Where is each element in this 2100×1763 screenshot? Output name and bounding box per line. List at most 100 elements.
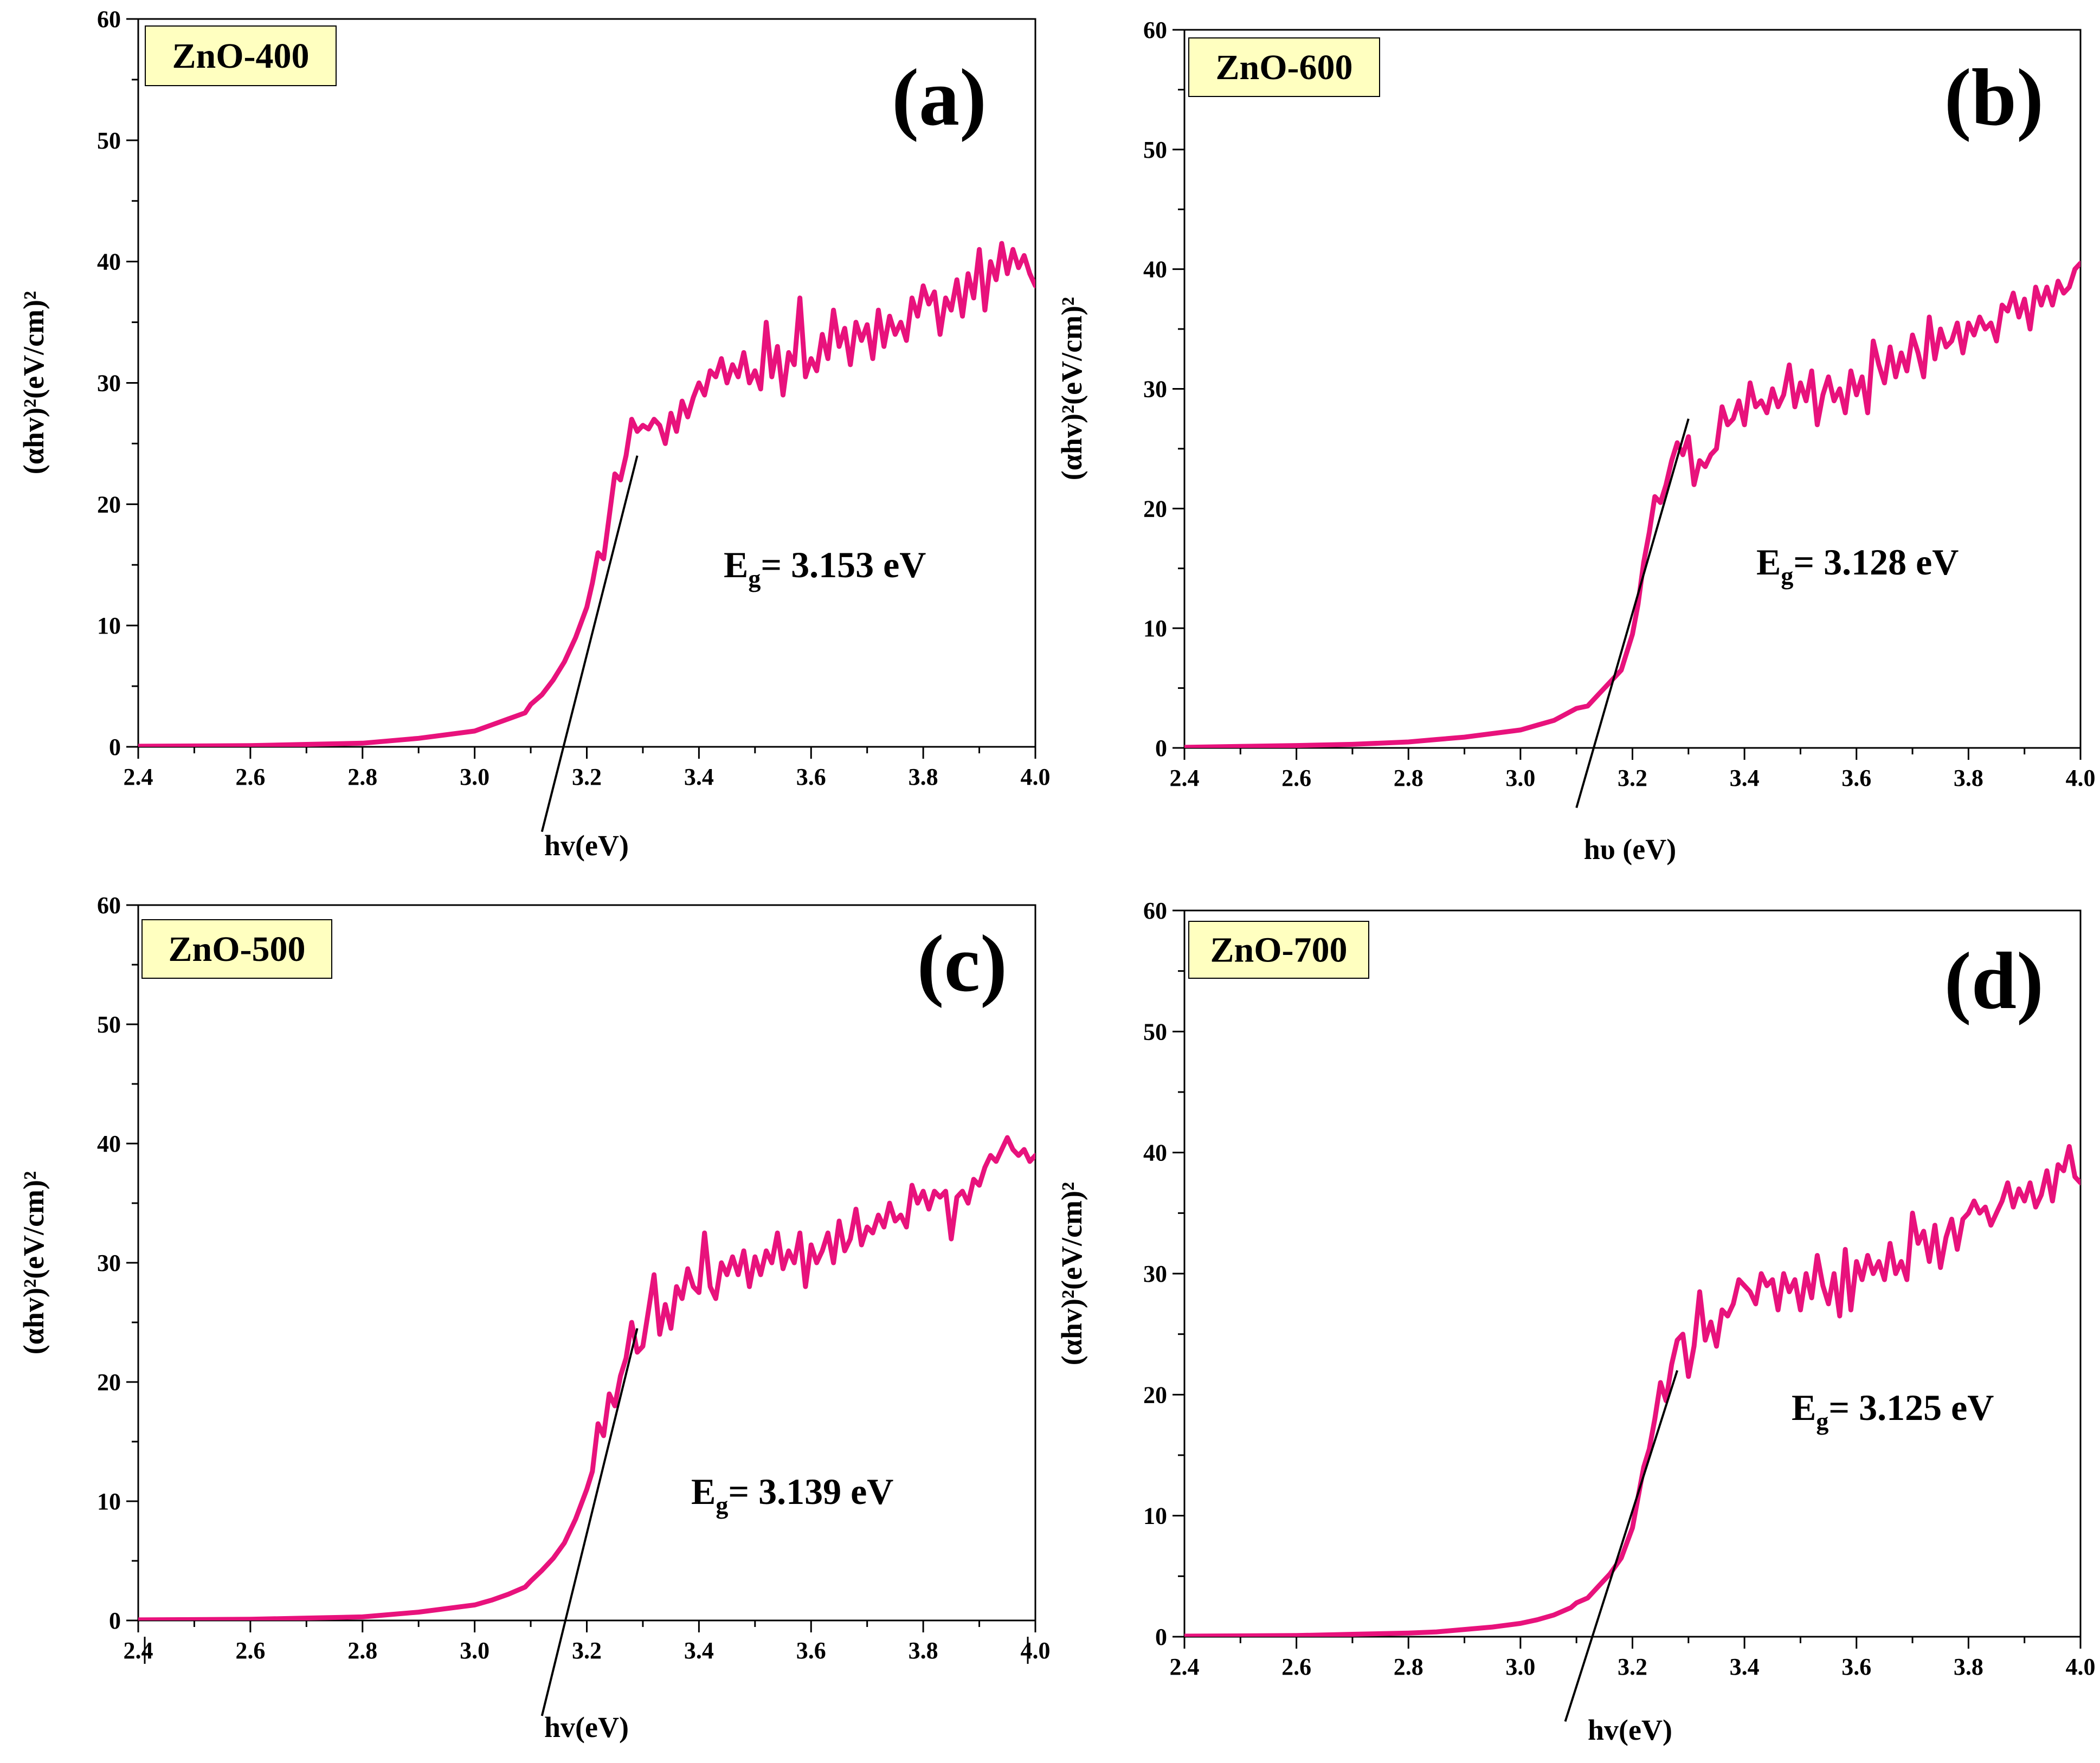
- x-tick-label: 3.6: [1841, 765, 1871, 791]
- y-tick-label: 20: [1143, 1381, 1167, 1408]
- y-tick-label: 60: [97, 892, 121, 919]
- x-tick-label: 2.8: [347, 764, 377, 790]
- x-tick-label: 3.0: [1505, 765, 1535, 791]
- chart-panel-3: 2.4 2.6 2.8 3.0 3.2 3.4 3.6 3.8 4.0 0 10 20 30 40 50 60…: [17, 892, 1051, 1743]
- sample-label-box: [141, 919, 332, 979]
- chart-panel-2: 2.4 2.6 2.8 3.0 3.2 3.4 3.6 3.8 4.0 0 10 20 30 40 50 60…: [1055, 17, 2096, 866]
- y-axis-label: (αhv)²(eV/cm)²: [1055, 1182, 1088, 1365]
- band-gap-subscript: g: [1781, 562, 1793, 590]
- x-tick-label: 3.0: [1505, 1654, 1535, 1680]
- data-series-line: [138, 241, 1035, 747]
- x-tick-label: 2.4: [1170, 1654, 1200, 1680]
- y-tick-label: 0: [109, 734, 121, 760]
- x-tick-label: 4.0: [1021, 1637, 1051, 1664]
- tangent-line: [540, 1328, 639, 1716]
- x-tick-label: 3.8: [909, 764, 938, 790]
- x-tick-label: 3.2: [1618, 765, 1647, 791]
- band-gap-value: = 3.125 eV: [1828, 1387, 1994, 1428]
- y-tick-label: 10: [97, 612, 121, 639]
- sample-label-box: [145, 25, 337, 86]
- y-tick-label: 20: [1143, 495, 1167, 522]
- y-tick-label: 50: [97, 1011, 121, 1038]
- y-tick-label: 20: [97, 491, 121, 518]
- band-gap-value: = 3.128 eV: [1793, 541, 1959, 583]
- y-tick-label: 50: [1143, 137, 1167, 163]
- x-tick-label: 3.8: [1954, 1654, 1983, 1680]
- plot-frame: [137, 904, 1036, 1622]
- band-gap-annotation: Eg= 3.153 eV: [724, 544, 926, 592]
- sample-label: ZnO-400: [172, 36, 309, 76]
- chart-panel-1: 2.4 2.6 2.8 3.0 3.2 3.4 3.6 3.8 4.0 0 10 20 30 40 50 60…: [17, 6, 1051, 862]
- x-tick-label: 3.0: [460, 1637, 489, 1664]
- y-tick-label: 30: [97, 1250, 121, 1276]
- y-tick-label: 10: [1143, 615, 1167, 642]
- y-tick-label: 40: [97, 1131, 121, 1157]
- x-tick-label: 3.6: [796, 1637, 826, 1664]
- x-tick-label: 3.8: [909, 1637, 938, 1664]
- data-series-line: [1184, 1144, 2080, 1637]
- x-tick-label: 2.8: [1394, 1654, 1423, 1680]
- y-tick-label: 40: [1143, 1140, 1167, 1166]
- x-tick-label: 3.2: [572, 764, 602, 790]
- x-tick-label: 3.6: [796, 764, 826, 790]
- panel-letter: (a): [892, 53, 987, 143]
- band-gap-annotation: Eg= 3.139 eV: [691, 1471, 893, 1519]
- x-tick-label: 2.8: [1394, 765, 1423, 791]
- x-tick-label: 4.0: [2066, 765, 2096, 791]
- x-tick-label: 2.6: [1281, 1654, 1311, 1680]
- band-gap-subscript: g: [716, 1491, 728, 1519]
- x-tick-label: 3.2: [1618, 1654, 1647, 1680]
- y-tick-label: 0: [109, 1607, 121, 1634]
- sample-label: ZnO-700: [1210, 931, 1347, 970]
- sample-label: ZnO-500: [168, 929, 305, 969]
- x-tick-label: 3.4: [1730, 765, 1760, 791]
- x-tick-label: 3.4: [684, 1637, 714, 1664]
- panel-letter: (d): [1944, 936, 2044, 1026]
- band-gap-symbol: E: [1792, 1387, 1816, 1428]
- band-gap-value: = 3.153 eV: [761, 544, 926, 585]
- band-gap-value: = 3.139 eV: [728, 1471, 893, 1512]
- x-tick-label: 2.6: [235, 764, 265, 790]
- x-tick-label: 3.4: [684, 764, 714, 790]
- chart-panel-4: 2.4 2.6 2.8 3.0 3.2 3.4 3.6 3.8 4.0 0 10 20 30 40 50 60…: [1055, 897, 2096, 1746]
- x-axis-label: hv(eV): [1588, 1714, 1672, 1746]
- y-tick-label: 0: [1155, 735, 1167, 761]
- x-tick-label: 3.0: [460, 764, 489, 790]
- sample-label: ZnO-600: [1215, 48, 1352, 87]
- panel-letter: (c): [917, 919, 1007, 1009]
- y-tick-label: 50: [97, 127, 121, 154]
- y-tick-label: 10: [1143, 1503, 1167, 1529]
- y-tick-label: 50: [1143, 1018, 1167, 1045]
- y-tick-label: 30: [97, 370, 121, 397]
- y-tick-label: 40: [97, 249, 121, 275]
- y-tick-label: 60: [1143, 897, 1167, 924]
- x-tick-label: 3.2: [572, 1637, 602, 1664]
- x-tick-label: 2.4: [124, 1637, 153, 1664]
- x-tick-label: 4.0: [2066, 1654, 2096, 1680]
- sample-label-box: [1188, 37, 1380, 97]
- band-gap-symbol: E: [1756, 541, 1781, 583]
- x-tick-label: 2.6: [1281, 765, 1311, 791]
- band-gap-subscript: g: [1816, 1407, 1828, 1435]
- y-tick-label: 20: [97, 1369, 121, 1396]
- band-gap-annotation: Eg= 3.125 eV: [1792, 1387, 1994, 1435]
- data-series-line: [138, 1135, 1035, 1620]
- y-tick-label: 30: [1143, 1261, 1167, 1287]
- y-axis-label: (αhv)²(eV/cm)²: [1055, 297, 1088, 480]
- x-axis-label: hυ (eV): [1584, 833, 1677, 866]
- tangent-line: [540, 455, 639, 832]
- sample-label-box: [1188, 921, 1369, 979]
- x-tick-label: 2.4: [1170, 765, 1200, 791]
- x-tick-label: 2.4: [124, 764, 153, 790]
- x-tick-label: 2.8: [347, 1637, 377, 1664]
- x-tick-label: 4.0: [1021, 764, 1051, 790]
- x-axis-label: hv(eV): [544, 829, 629, 862]
- y-axis-label: (αhv)²(eV/cm)²: [17, 1171, 50, 1354]
- y-tick-label: 10: [97, 1488, 121, 1515]
- x-tick-label: 3.8: [1954, 765, 1983, 791]
- x-axis-label: hv(eV): [544, 1711, 629, 1743]
- y-axis-label: (αhv)²(eV/cm)²: [17, 291, 50, 474]
- y-tick-label: 60: [97, 6, 121, 33]
